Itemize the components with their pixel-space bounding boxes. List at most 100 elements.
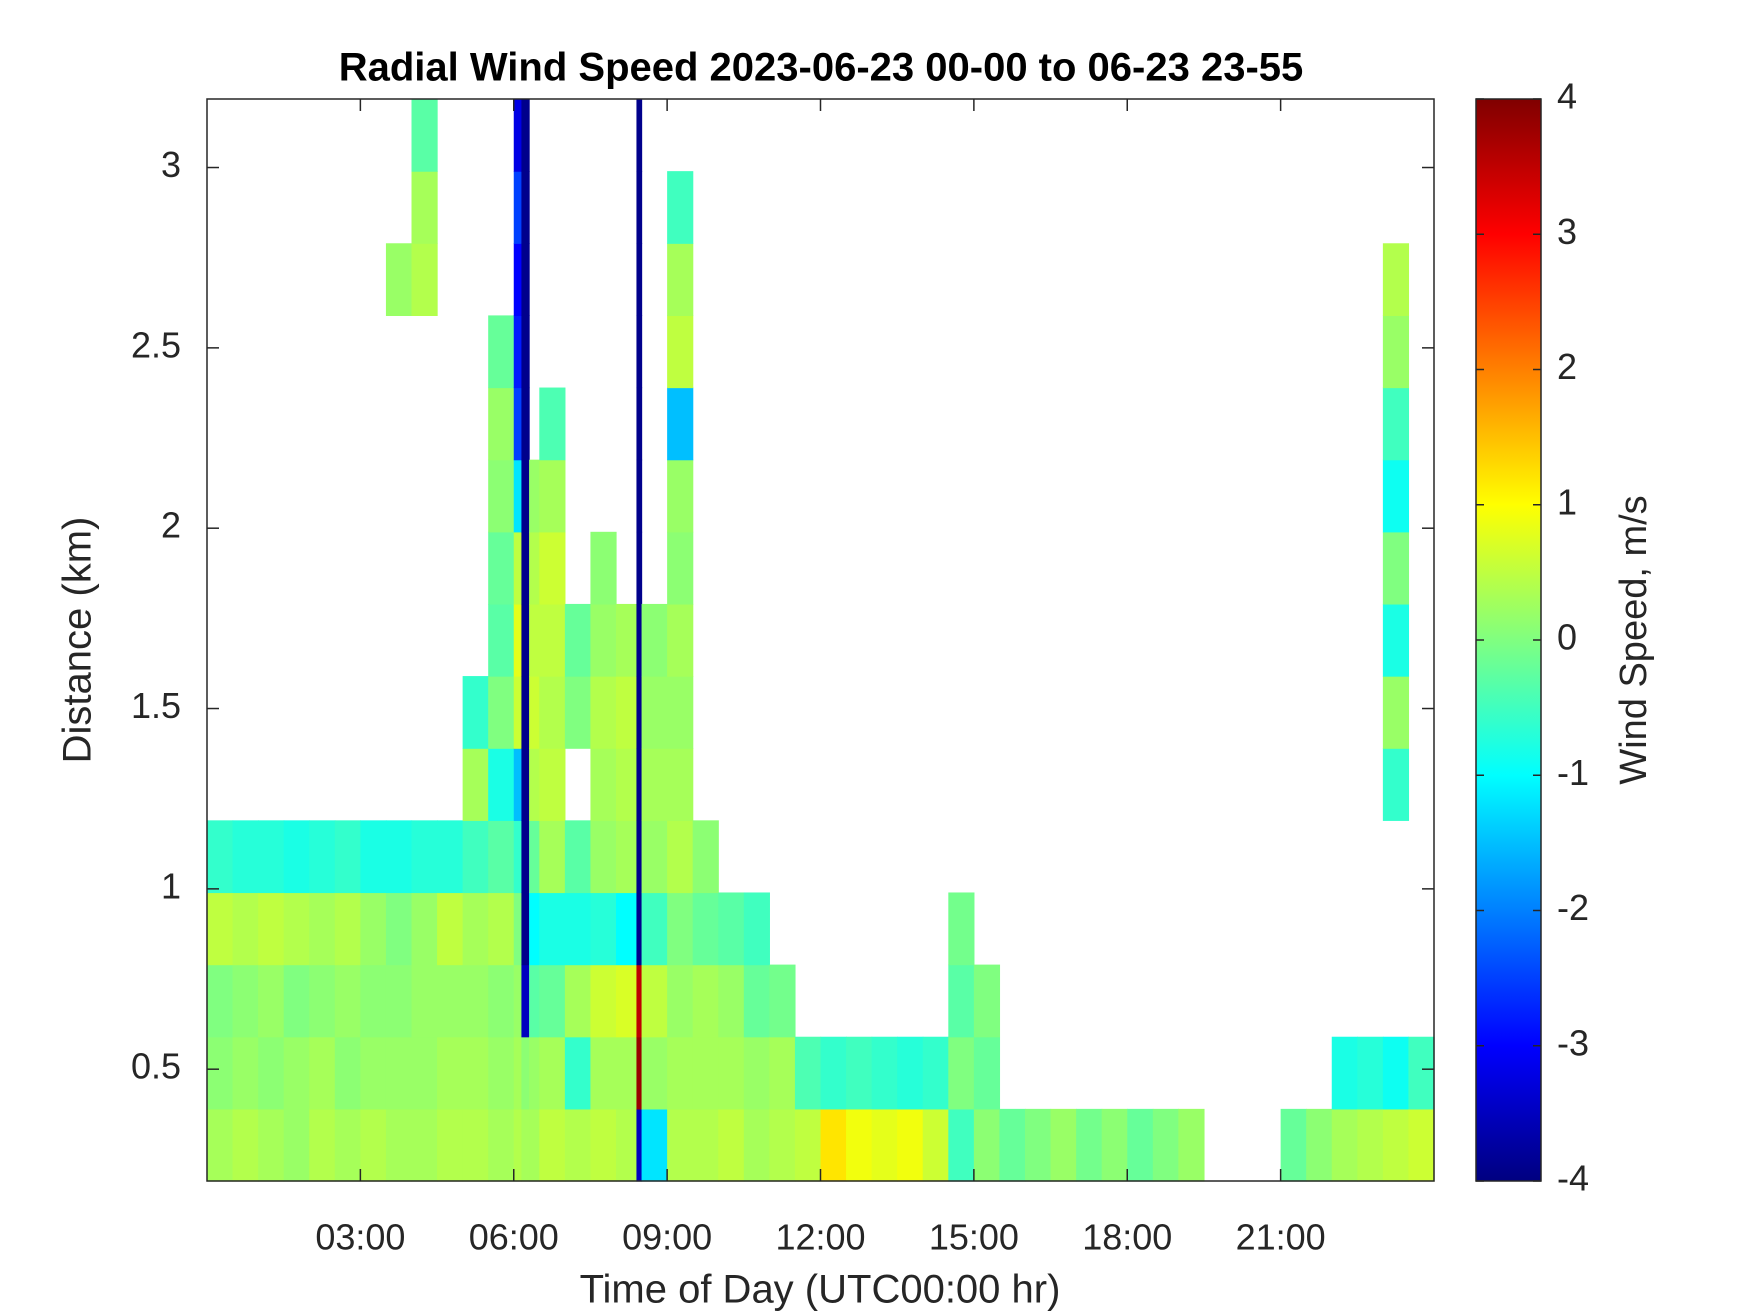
heatmap-cell [385,964,413,1038]
heatmap-cell [513,1036,523,1110]
heatmap-cell [641,820,668,894]
heatmap-cell [529,531,540,605]
heatmap-cell [590,964,617,1038]
heatmap-cell [1382,459,1410,533]
heatmap-cell [1382,1036,1410,1110]
heatmap-cell [718,1108,745,1182]
heatmap-cell [513,964,523,1038]
heatmap-cell [973,1036,1001,1110]
heatmap-cell [258,1108,285,1182]
heatmap-cell [636,820,643,894]
heatmap-cell [513,676,523,749]
heatmap-cell [1382,1108,1410,1182]
heatmap-cell [636,243,643,316]
colorbar-tick-label: -2 [1557,887,1589,928]
heatmap-cell [488,531,515,605]
heatmap-cell [521,603,530,677]
heatmap-cell [437,964,464,1038]
heatmap-cell [1101,1108,1128,1182]
heatmap-cell [207,892,234,966]
heatmap-cell [513,531,523,605]
heatmap-cell [973,964,1001,1038]
heatmap-cell [1331,1108,1358,1182]
heatmap-cell [385,1108,413,1182]
heatmap-cell [411,964,438,1038]
heatmap-cell [718,1036,745,1110]
heatmap-cell [258,1036,285,1110]
heatmap-cell [513,171,523,244]
heatmap-cell [513,243,523,316]
heatmap-cell [232,892,259,966]
y-tick-label: 3 [161,144,181,185]
heatmap-cell [1127,1108,1154,1182]
heatmap-cell [564,1036,592,1110]
heatmap-cell [539,748,566,821]
heatmap-cell [948,892,975,966]
heatmap-cell [871,1036,898,1110]
heatmap-cell [743,892,770,966]
heatmap-cell [590,1036,617,1110]
heatmap-cell [385,820,413,894]
heatmap-cell [521,99,530,172]
x-tick-label: 15:00 [929,1217,1019,1258]
heatmap-cell [529,1036,540,1110]
heatmap-cell [616,748,638,821]
heatmap-cell [258,892,285,966]
heatmap-cell [207,820,234,894]
colorbar-label: Wind Speed, m/s [1613,495,1655,784]
heatmap-cell [529,748,540,821]
heatmap-cell [636,315,643,389]
heatmap-cell [590,748,617,821]
heatmap-cell [1357,1108,1384,1182]
heatmap-cell [488,748,515,821]
heatmap-cell [283,820,310,894]
heatmap-cell [521,964,530,1038]
heatmap-cell [521,315,530,389]
heatmap-cell [539,676,566,749]
heatmap-cell [948,964,975,1038]
heatmap-cell [283,1036,310,1110]
colorbar-tick-label: 4 [1557,76,1577,117]
heatmap-cell [641,964,668,1038]
heatmap-cell [1382,531,1410,605]
x-axis-label: Time of Day (UTC00:00 hr) [580,1268,1061,1312]
heatmap-cell [258,820,285,894]
heatmap-cell [667,459,694,533]
heatmap-cell [1076,1108,1103,1182]
heatmap-cell [641,603,668,677]
heatmap-cell [769,1036,796,1110]
heatmap-cell [513,387,523,461]
heatmap-cell [232,1108,259,1182]
heatmap-cell [488,603,515,677]
heatmap-cell [636,459,643,533]
heatmap-cell [385,243,413,316]
heatmap-cell [667,315,694,389]
colorbar-tick-label: 3 [1557,211,1577,252]
heatmap-cell [667,892,694,966]
heatmap-cell [462,1108,489,1182]
heatmap-cell [411,171,438,244]
heatmap-cell [283,964,310,1038]
heatmap-cell [794,1036,822,1110]
heatmap-cell [1331,1036,1358,1110]
heatmap-cell [521,676,530,749]
heatmap-cell [692,820,719,894]
heatmap-cell [667,243,694,316]
heatmap-cell [667,171,694,244]
heatmap-cell [636,892,643,966]
y-tick-label: 2.5 [131,324,181,365]
heatmap-cell [1050,1108,1077,1182]
heatmap-cell [539,1036,566,1110]
heatmap-cell [462,964,489,1038]
heatmap-cell [385,892,413,966]
heatmap-cell [513,892,523,966]
colorbar-tick-label: -1 [1557,752,1589,793]
heatmap-cell [360,1036,387,1110]
heatmap-cell [667,387,694,461]
heatmap-cell [232,1036,259,1110]
colorbar-tick-label: -3 [1557,1022,1589,1063]
heatmap-cell [462,748,489,821]
heatmap-cell [616,964,638,1038]
heatmap-cell [513,1108,523,1182]
